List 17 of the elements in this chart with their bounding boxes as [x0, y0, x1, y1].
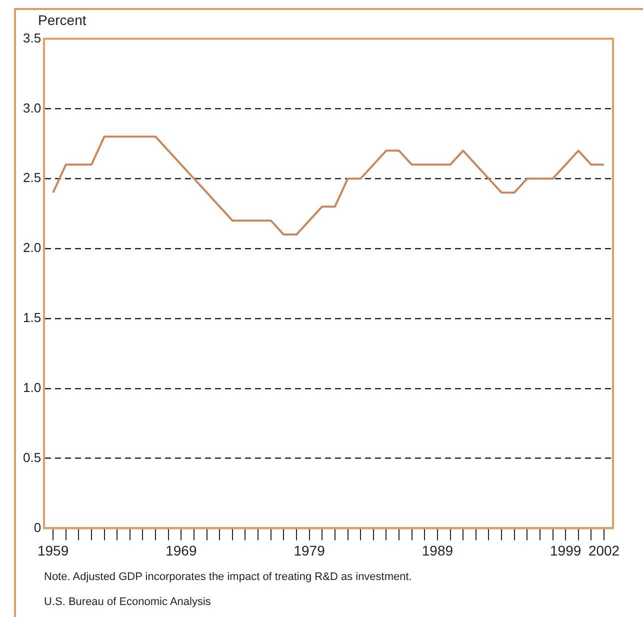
text: U.S. Bureau of Economic Analysis: [44, 595, 212, 610]
y-tick-label: 2.5: [22, 170, 42, 186]
y-tick-label: 3.0: [22, 100, 42, 116]
y-tick-label: 3.5: [22, 30, 42, 46]
x-tick-label: 1979: [294, 542, 326, 558]
x-tick-label: 1989: [422, 542, 454, 558]
y-tick-label: 2.0: [22, 240, 42, 256]
x-tick-label: 1969: [166, 542, 197, 558]
x-tick-label: 1999: [550, 542, 582, 558]
x-tick-label: 1959: [37, 542, 69, 558]
y-tick-label: 1.0: [22, 380, 42, 395]
y-axis-title: Percent: [38, 12, 86, 28]
y-tick-label: 1.5: [22, 310, 42, 326]
y-tick-label: 0: [34, 520, 42, 535]
text: Note. Adjusted GDP incorporates the impact of treating R&D as investment.: [44, 570, 412, 585]
y-tick-label: 0.5: [22, 450, 42, 465]
x-tick-label: 2002: [588, 542, 620, 558]
